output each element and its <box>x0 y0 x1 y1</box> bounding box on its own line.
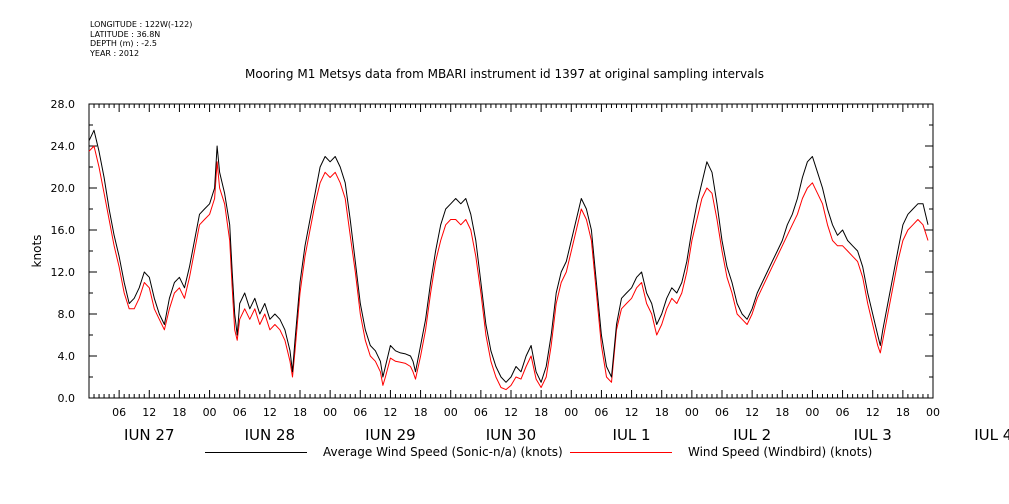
meta-longitude: LONGITUDE : 122W(-122) <box>90 20 193 29</box>
x-day-label: JUL 4 <box>973 426 1009 440</box>
legend: Average Wind Speed (Sonic-n/a) (knots) W… <box>0 445 1009 465</box>
x-hour-label: 00 <box>564 406 578 419</box>
y-tick-label: 8.0 <box>58 308 76 321</box>
x-day-label: JUL 1 <box>612 426 651 440</box>
x-day-label: JUN 30 <box>485 426 536 440</box>
x-hour-label: 12 <box>625 406 639 419</box>
series-line-windbird <box>88 145 929 391</box>
line-chart: 0.0 4.0 8.0 12.0 16.0 20.0 24.0 28.0 knots 06 12 18… <box>30 98 1009 440</box>
plot-frame <box>88 103 934 399</box>
y-tick-label: 24.0 <box>51 140 76 153</box>
x-hour-label: 12 <box>263 406 277 419</box>
y-tick-label: 20.0 <box>51 182 76 195</box>
series-line-sonic <box>88 129 929 383</box>
y-tick-label: 4.0 <box>58 350 76 363</box>
x-hour-label: 06 <box>715 406 729 419</box>
x-day-label: JUL 2 <box>732 426 771 440</box>
x-hour-label: 18 <box>775 406 789 419</box>
x-hour-label: 06 <box>474 406 488 419</box>
legend-label-sonic: Average Wind Speed (Sonic-n/a) (knots) <box>323 445 563 459</box>
x-day-label: JUL 3 <box>853 426 892 440</box>
meta-depth: DEPTH (m) : -2.5 <box>90 39 157 48</box>
x-hour-label: 06 <box>353 406 367 419</box>
x-hour-label: 18 <box>293 406 307 419</box>
x-hour-label: 18 <box>414 406 428 419</box>
y-tick-label: 0.0 <box>58 392 76 405</box>
x-hour-label: 00 <box>444 406 458 419</box>
y-tick-label: 12.0 <box>51 266 76 279</box>
chart-title: Mooring M1 Metsys data from MBARI instru… <box>245 67 764 81</box>
y-axis-label: knots <box>30 235 44 268</box>
y-tick-label: 16.0 <box>51 224 76 237</box>
x-hour-label: 12 <box>504 406 518 419</box>
x-hour-label: 12 <box>745 406 759 419</box>
meta-year: YEAR : 2012 <box>90 48 140 58</box>
x-hour-label: 06 <box>836 406 850 419</box>
x-hour-label: 00 <box>805 406 819 419</box>
metadata-block: LONGITUDE : 122W(-122) LATITUDE : 36.8N … <box>90 20 192 58</box>
legend-swatch-red <box>570 451 672 453</box>
legend-label-windbird: Wind Speed (Windbird) (knots) <box>688 445 873 459</box>
x-hour-label: 18 <box>172 406 186 419</box>
x-hour-label: 00 <box>926 406 940 419</box>
x-day-label: JUN 29 <box>364 426 415 440</box>
x-hour-label: 18 <box>534 406 548 419</box>
legend-swatch-black <box>205 451 307 453</box>
x-hour-label: 18 <box>655 406 669 419</box>
x-hour-label: 06 <box>112 406 126 419</box>
legend-item-sonic: Average Wind Speed (Sonic-n/a) (knots) <box>205 445 563 459</box>
y-tick-label: 28.0 <box>51 98 76 111</box>
x-hour-label: 12 <box>383 406 397 419</box>
x-hour-label: 06 <box>594 406 608 419</box>
legend-item-windbird: Wind Speed (Windbird) (knots) <box>570 445 872 459</box>
x-hour-label: 06 <box>233 406 247 419</box>
x-hour-label: 18 <box>896 406 910 419</box>
x-hour-label: 00 <box>685 406 699 419</box>
x-day-label: JUN 28 <box>244 426 295 440</box>
x-hour-label: 12 <box>866 406 880 419</box>
meta-latitude: LATITUDE : 36.8N <box>90 29 161 39</box>
x-day-label: JUN 27 <box>123 426 174 440</box>
x-hour-label: 00 <box>203 406 217 419</box>
x-hour-label: 00 <box>323 406 337 419</box>
x-hour-label: 12 <box>142 406 156 419</box>
